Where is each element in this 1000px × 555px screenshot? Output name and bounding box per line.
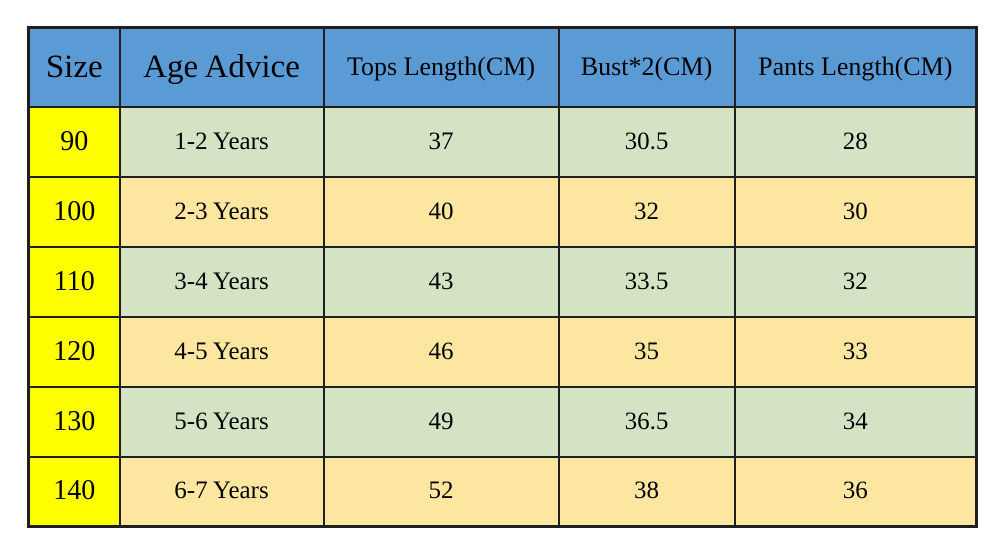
table-row: 120 4-5 Years 46 35 33 xyxy=(27,315,978,388)
cell-bust: 35 xyxy=(557,315,736,388)
table-row: 140 6-7 Years 52 38 36 xyxy=(27,455,978,528)
table-row: 90 1-2 Years 37 30.5 28 xyxy=(27,105,978,178)
cell-age: 1-2 Years xyxy=(118,105,325,178)
header-cell-bust: Bust*2(CM) xyxy=(557,26,736,108)
cell-size: 140 xyxy=(27,455,121,528)
cell-bust: 36.5 xyxy=(557,385,736,458)
cell-size: 110 xyxy=(27,245,121,318)
cell-age: 5-6 Years xyxy=(118,385,325,458)
cell-tops: 43 xyxy=(322,245,560,318)
cell-tops: 52 xyxy=(322,455,560,528)
cell-pants: 32 xyxy=(733,245,978,318)
cell-pants: 28 xyxy=(733,105,978,178)
cell-size: 100 xyxy=(27,175,121,248)
cell-pants: 36 xyxy=(733,455,978,528)
cell-age: 2-3 Years xyxy=(118,175,325,248)
cell-bust: 33.5 xyxy=(557,245,736,318)
cell-bust: 32 xyxy=(557,175,736,248)
cell-tops: 37 xyxy=(322,105,560,178)
cell-age: 6-7 Years xyxy=(118,455,325,528)
cell-size: 130 xyxy=(27,385,121,458)
header-cell-pants-length: Pants Length(CM) xyxy=(733,26,978,108)
cell-pants: 30 xyxy=(733,175,978,248)
cell-age: 4-5 Years xyxy=(118,315,325,388)
table-row: 110 3-4 Years 43 33.5 32 xyxy=(27,245,978,318)
size-chart-container: Size Age Advice Tops Length(CM) Bust*2(C… xyxy=(27,26,978,528)
table-row: 130 5-6 Years 49 36.5 34 xyxy=(27,385,978,458)
header-cell-age-advice: Age Advice xyxy=(118,26,325,108)
table-row: 100 2-3 Years 40 32 30 xyxy=(27,175,978,248)
cell-bust: 38 xyxy=(557,455,736,528)
cell-tops: 40 xyxy=(322,175,560,248)
cell-age: 3-4 Years xyxy=(118,245,325,318)
cell-size: 120 xyxy=(27,315,121,388)
cell-pants: 34 xyxy=(733,385,978,458)
cell-pants: 33 xyxy=(733,315,978,388)
header-row: Size Age Advice Tops Length(CM) Bust*2(C… xyxy=(27,26,978,108)
cell-tops: 49 xyxy=(322,385,560,458)
header-cell-size: Size xyxy=(27,26,121,108)
size-chart-table: Size Age Advice Tops Length(CM) Bust*2(C… xyxy=(27,26,978,528)
cell-size: 90 xyxy=(27,105,121,178)
cell-bust: 30.5 xyxy=(557,105,736,178)
cell-tops: 46 xyxy=(322,315,560,388)
header-cell-tops-length: Tops Length(CM) xyxy=(322,26,560,108)
